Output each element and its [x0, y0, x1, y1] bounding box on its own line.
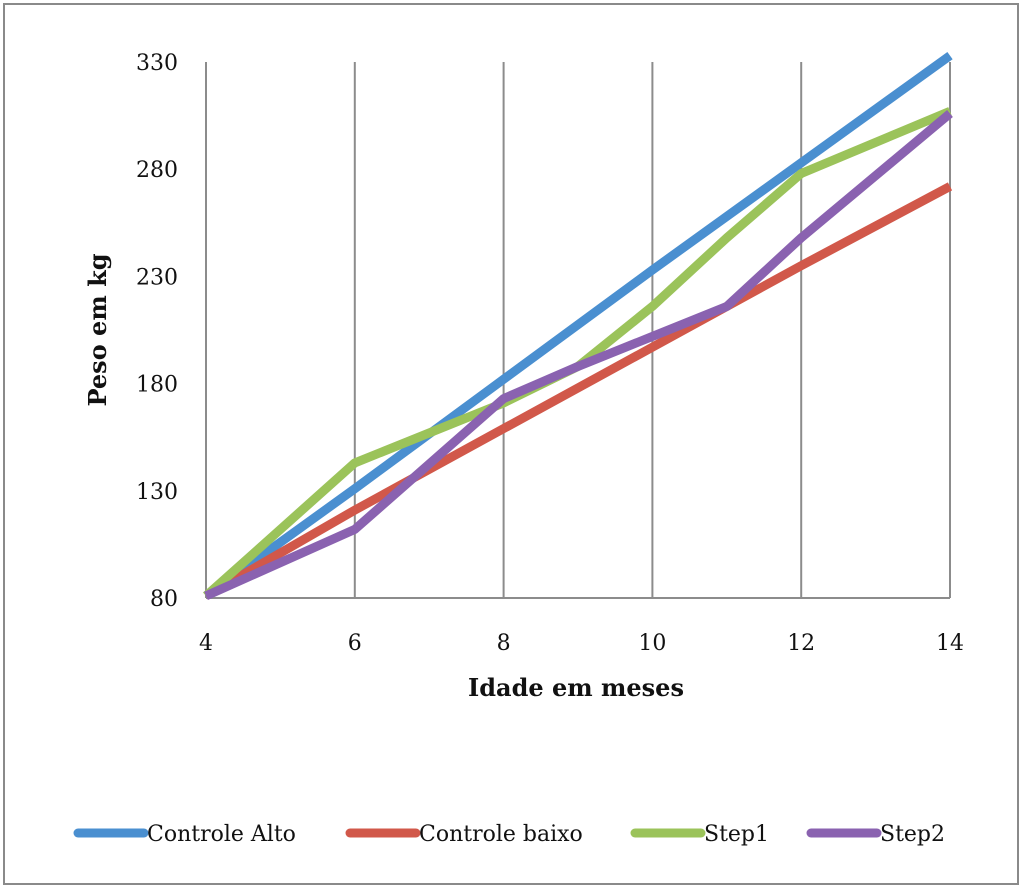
series-line-controle-alto: [203, 51, 953, 600]
x-tick-label-14: 14: [936, 631, 964, 656]
y-tick-label-130: 130: [136, 480, 178, 505]
legend-label-step1: Step1: [704, 822, 769, 847]
series-line-step2: [204, 110, 953, 601]
legend-label-controle-baixo: Controle baixo: [419, 822, 583, 847]
x-tick-labels: 4 6 8 10 12 14: [199, 631, 964, 656]
y-tick-label-330: 330: [136, 51, 178, 76]
x-tick-label-10: 10: [638, 631, 666, 656]
y-tick-label-180: 180: [136, 373, 178, 398]
x-tick-label-8: 8: [497, 631, 511, 656]
x-tick-label-4: 4: [199, 631, 213, 656]
legend-label-step2: Step2: [880, 822, 945, 847]
y-tick-labels: 80 130 180 230 280 330: [136, 51, 178, 612]
x-axis-title: Idade em meses: [468, 673, 684, 702]
y-axis-title: Peso em kg: [83, 253, 112, 406]
legend-label-controle-alto: Controle Alto: [147, 822, 296, 847]
y-tick-label-80: 80: [150, 587, 178, 612]
series-line-step1: [203, 107, 952, 600]
y-tick-label-230: 230: [136, 265, 178, 290]
series-line-controle-baixo: [203, 182, 953, 600]
y-tick-label-280: 280: [136, 158, 178, 183]
x-tick-label-12: 12: [787, 631, 815, 656]
gridlines: [353, 62, 951, 598]
legend: Controle Alto Controle baixo Step1 Step2: [73, 822, 945, 847]
x-tick-label-6: 6: [348, 631, 362, 656]
axes: [205, 62, 950, 599]
series-lines: [203, 51, 953, 601]
